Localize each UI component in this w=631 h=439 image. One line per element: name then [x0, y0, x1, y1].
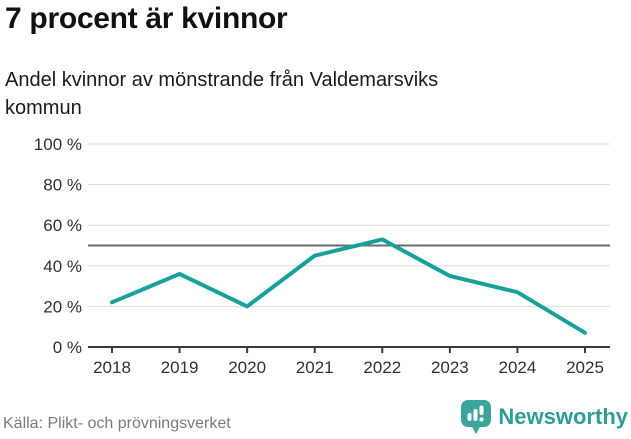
chart-title: 7 procent är kvinnor	[5, 2, 288, 35]
y-tick-label: 80 %	[43, 176, 82, 195]
x-tick-label: 2020	[228, 358, 266, 377]
source-note: Källa: Plikt- och prövningsverket	[3, 415, 231, 432]
x-tick-label: 2019	[161, 358, 199, 377]
x-tick-label: 2022	[363, 358, 401, 377]
y-tick-label: 100 %	[34, 135, 82, 154]
data-line	[110, 237, 587, 335]
x-tick-label: 2025	[566, 358, 604, 377]
chart-subtitle: Andel kvinnor av mönstrande från Valdema…	[5, 69, 439, 119]
x-tick-label: 2024	[499, 358, 537, 377]
newsworthy-bars-icon	[461, 400, 492, 434]
x-tick-label: 2021	[296, 358, 334, 377]
y-tick-label: 40 %	[43, 257, 82, 276]
newsworthy-wordmark: Newsworthy	[498, 404, 628, 429]
x-tick-label: 2018	[93, 358, 131, 377]
line-chart: 0 % 20 % 40 % 60 % 80 % 100 % 2018 2019 2020 2021…	[34, 135, 610, 377]
x-tick-label: 2023	[431, 358, 469, 377]
y-tick-label: 60 %	[43, 216, 82, 235]
y-tick-label: 20 %	[43, 297, 82, 316]
newsworthy-logo: Newsworthy	[460, 399, 628, 435]
y-tick-label: 0 %	[53, 338, 82, 357]
